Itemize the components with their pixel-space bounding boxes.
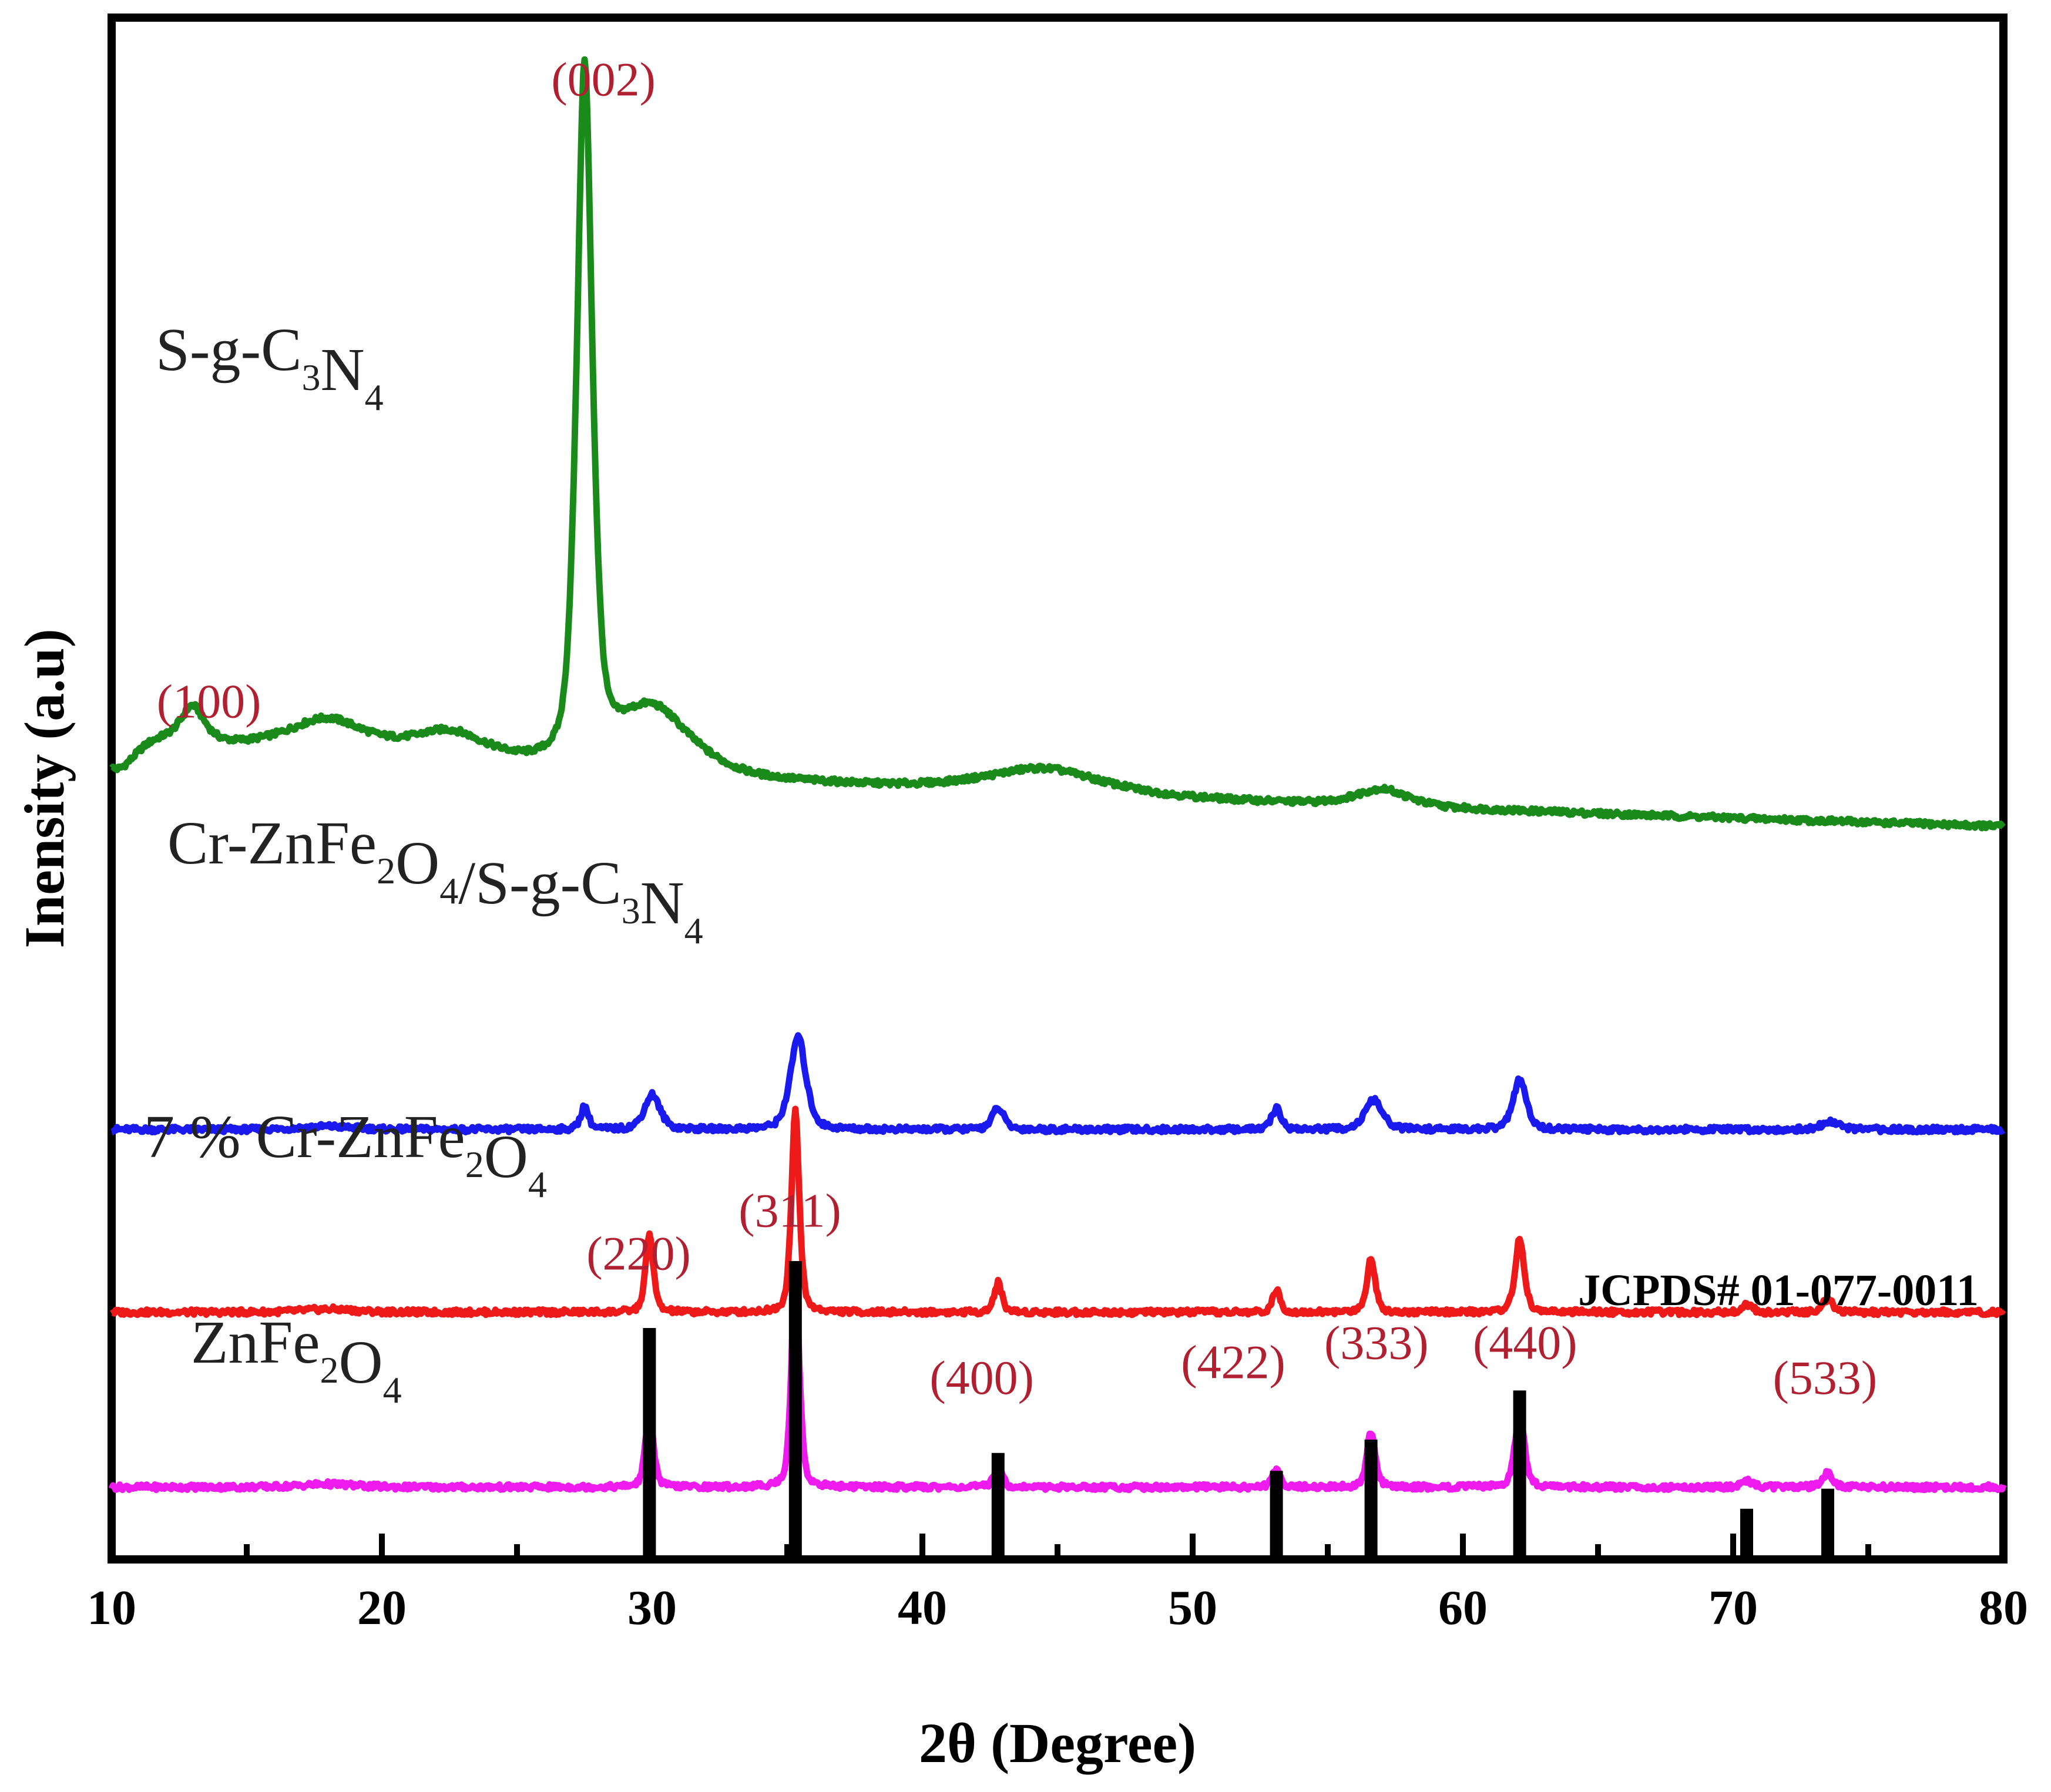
miller-index-label: (533) — [1773, 1351, 1878, 1404]
series-line-sgcn — [109, 56, 2006, 832]
miller-index-label: (333) — [1324, 1316, 1429, 1370]
miller-index-label: (220) — [586, 1226, 691, 1280]
x-tick-label: 10 — [87, 1581, 136, 1635]
series-line-crdoped — [109, 1105, 2006, 1319]
y-axis-title: Inensity (a.u) — [13, 628, 76, 948]
x-tick-label: 60 — [1438, 1581, 1488, 1635]
miller-index-label: (400) — [929, 1351, 1034, 1404]
x-tick-label: 80 — [1979, 1581, 2028, 1635]
x-axis-title: 2θ (Degree) — [919, 1712, 1196, 1774]
miller-index-label: (440) — [1473, 1316, 1577, 1370]
reference-sticks — [643, 1261, 1834, 1555]
series-label-crdoped: 7 % Cr-ZnFe2O4 — [144, 1103, 547, 1205]
reference-card-label: JCPDS# 01-077-0011 — [1578, 1266, 1979, 1315]
x-tick-label: 50 — [1168, 1581, 1217, 1635]
x-tick-label: 30 — [627, 1581, 677, 1635]
plot-frame — [108, 14, 2008, 1564]
series-line-composite — [109, 1032, 2006, 1136]
series-labels: S-g-C3N4 Cr-ZnFe2O4/S-g-C3N4 7 % Cr-ZnFe2O… — [144, 316, 703, 1411]
x-axis-ticks: 10 20 30 40 50 60 70 80 — [87, 1534, 2028, 1635]
series-curves — [108, 56, 2007, 1494]
miller-index-label: (002) — [551, 53, 656, 106]
miller-index-label: (422) — [1181, 1336, 1285, 1389]
miller-index-labels: (100) (002) (311) (220) (400) (422) (333) (440)… — [157, 53, 1877, 1405]
series-label-znfe2o4: ZnFe2O4 — [191, 1309, 402, 1411]
series-label-sgcn: S-g-C3N4 — [156, 316, 384, 418]
x-tick-label: 40 — [898, 1581, 947, 1635]
miller-index-label: (311) — [739, 1184, 841, 1238]
series-label-composite: Cr-ZnFe2O4/S-g-C3N4 — [167, 809, 703, 952]
x-tick-label: 20 — [357, 1581, 407, 1635]
miller-index-label: (100) — [157, 675, 261, 728]
x-tick-label: 70 — [1708, 1581, 1758, 1635]
series-line-znfe2o4 — [108, 1267, 2007, 1494]
